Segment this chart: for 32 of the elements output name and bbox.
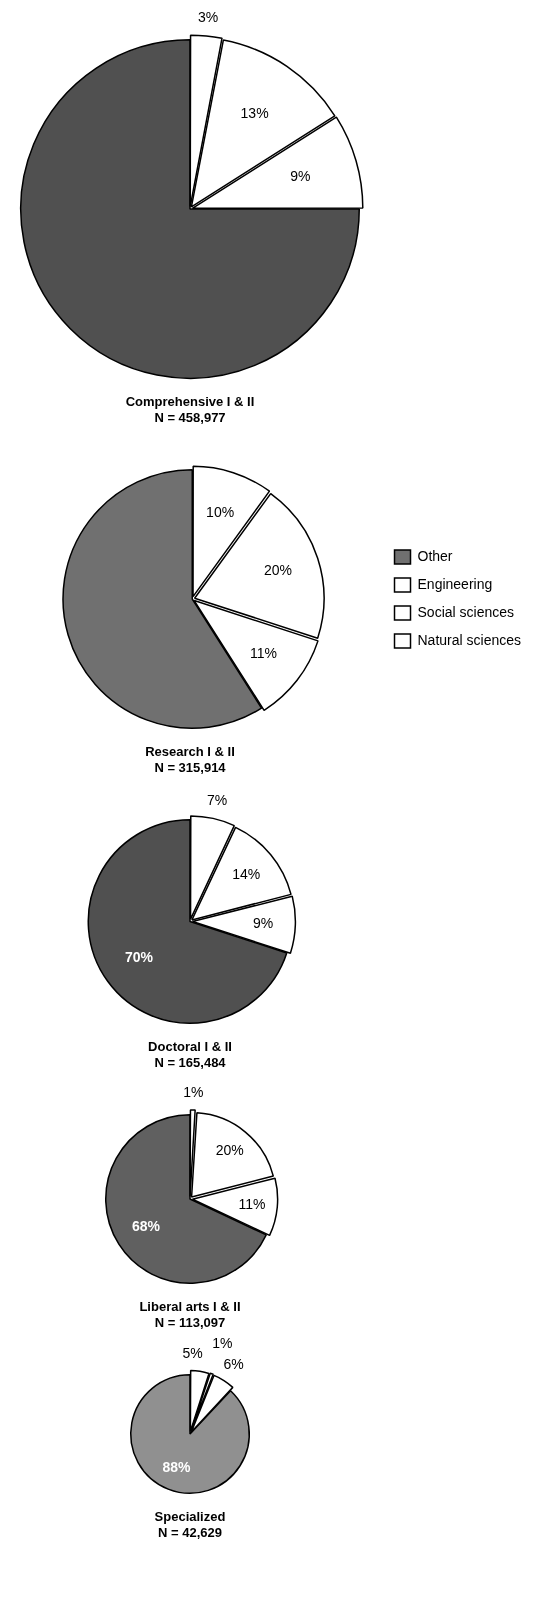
text: Comprehensive I & II <box>124 394 256 410</box>
data-label: 88% <box>162 1459 192 1476</box>
data-label: 68% <box>131 1217 161 1234</box>
data-label: 6% <box>223 1356 244 1373</box>
text: N = 165,484 <box>153 1055 227 1071</box>
data-label: 11% <box>238 1195 266 1212</box>
data-label: 20% <box>263 562 292 579</box>
text: N = 42,629 <box>157 1525 223 1541</box>
legend-label: Social sciences <box>417 603 515 620</box>
text: Liberal arts I & II <box>138 1299 242 1315</box>
text: Research I & II <box>144 744 236 760</box>
data-label: 1% <box>183 1083 204 1100</box>
data-label: 20% <box>215 1141 244 1158</box>
data-label: 70% <box>124 949 154 966</box>
data-label: 11% <box>249 645 277 662</box>
legend-label: Natural sciences <box>417 631 522 648</box>
text: N = 458,977 <box>153 410 227 426</box>
data-label: 9% <box>252 914 274 931</box>
data-label: 14% <box>232 865 261 882</box>
data-label: 3% <box>197 9 219 26</box>
data-label: 1% <box>212 1335 233 1352</box>
data-label: 10% <box>206 504 235 521</box>
legend-label: Other <box>417 547 453 564</box>
text: N = 113,097 <box>153 1315 227 1331</box>
data-label: 7% <box>206 791 228 808</box>
text: Doctoral I & II <box>147 1039 233 1055</box>
data-label: 5% <box>182 1344 203 1361</box>
data-label: 9% <box>290 167 311 184</box>
text: N = 315,914 <box>153 760 227 776</box>
legend-label: Engineering <box>417 575 493 592</box>
text: Specialized <box>153 1509 227 1525</box>
data-label: 13% <box>240 104 269 121</box>
